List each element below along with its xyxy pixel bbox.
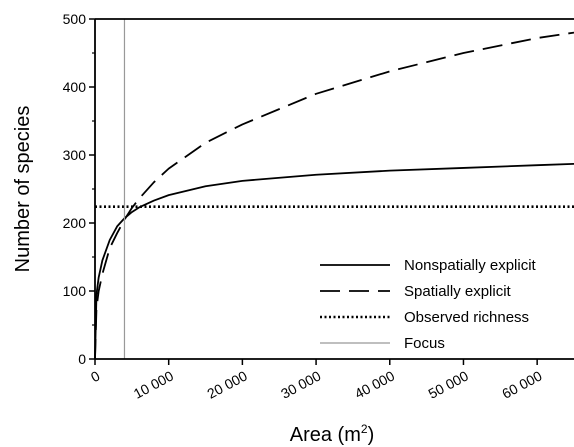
y-tick-label: 200 <box>63 215 87 231</box>
y-axis-title: Number of species <box>12 106 34 273</box>
x-tick-label: 40 000 <box>352 367 398 401</box>
x-tick-label: 50 000 <box>426 367 472 401</box>
x-axis-title-close: ) <box>368 424 375 446</box>
y-tick-label: 0 <box>78 351 86 367</box>
y-tick-label: 300 <box>63 147 87 163</box>
x-axis-title-main: Area (m <box>290 424 361 446</box>
legend-label-spatially-explicit: Spatially explicit <box>404 283 512 300</box>
legend: Nonspatially explicit Spatially explicit O… <box>320 257 537 352</box>
series-line-spatially-explicit <box>94 31 574 360</box>
x-axis-title-sup: 2 <box>361 422 368 436</box>
x-tick-label: 0 <box>88 367 103 385</box>
x-tick-label: 10 000 <box>131 367 177 401</box>
y-tick-label: 400 <box>63 79 87 95</box>
x-tick-label: 60 000 <box>499 367 545 401</box>
plot-layer <box>94 19 574 360</box>
x-axis-title: Area (m2) <box>290 422 374 446</box>
legend-label-focus: Focus <box>404 335 445 352</box>
y-tick-label: 100 <box>63 283 87 299</box>
x-tick-label: 30 000 <box>278 367 324 401</box>
legend-label-observed-richness: Observed richness <box>404 309 529 326</box>
y-tick-label: 500 <box>63 11 87 27</box>
legend-label-nonspatially-explicit: Nonspatially explicit <box>404 257 537 274</box>
series-line-nonspatially-explicit <box>94 162 574 360</box>
x-tick-label: 20 000 <box>204 367 250 401</box>
